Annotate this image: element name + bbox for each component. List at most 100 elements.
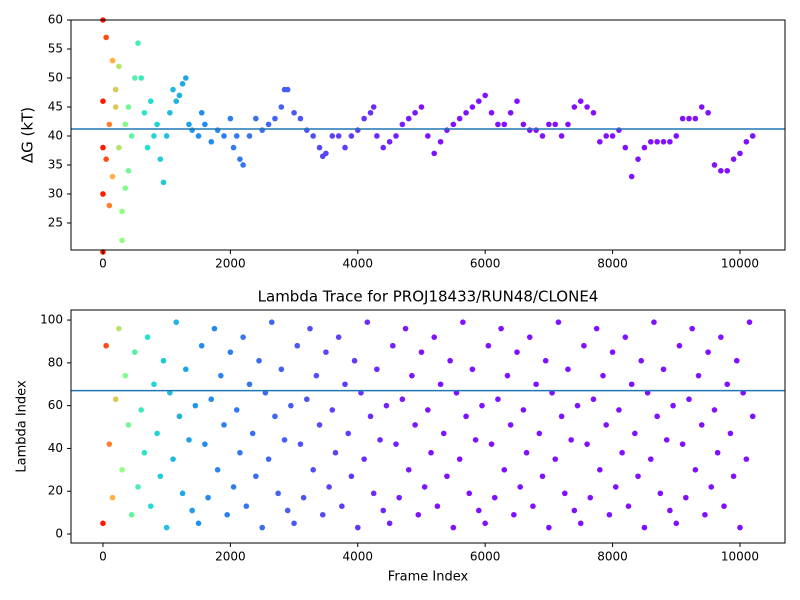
x-tick-label: 0 xyxy=(99,550,107,564)
point xyxy=(323,349,329,355)
point xyxy=(259,524,266,531)
point xyxy=(530,503,536,509)
point xyxy=(339,503,345,509)
x-axis-label: Frame Index xyxy=(388,570,469,585)
x-tick-label: 8000 xyxy=(597,550,628,564)
point xyxy=(138,75,144,81)
point xyxy=(456,456,463,462)
y-tick-label: 20 xyxy=(48,484,63,498)
point xyxy=(170,456,176,462)
x-tick-label: 2000 xyxy=(215,257,246,271)
point xyxy=(278,104,285,110)
point xyxy=(526,334,533,340)
point xyxy=(253,473,259,480)
point xyxy=(195,133,202,139)
point xyxy=(240,334,246,340)
point xyxy=(284,507,291,514)
point xyxy=(304,396,310,403)
point xyxy=(208,396,215,403)
point xyxy=(437,381,444,388)
point xyxy=(249,430,256,437)
point xyxy=(230,484,237,490)
point xyxy=(393,133,399,139)
point xyxy=(558,413,565,420)
point xyxy=(157,473,164,480)
point xyxy=(160,179,167,186)
point xyxy=(138,407,144,413)
point xyxy=(597,467,603,473)
point xyxy=(590,109,597,116)
point xyxy=(396,494,402,501)
point xyxy=(463,413,469,420)
point xyxy=(440,430,447,437)
y-tick-label: 60 xyxy=(48,398,63,412)
point xyxy=(730,473,737,480)
point xyxy=(670,402,676,409)
point xyxy=(364,319,371,325)
point xyxy=(288,402,294,409)
point xyxy=(192,402,199,409)
point xyxy=(466,490,473,497)
point xyxy=(558,133,565,139)
point xyxy=(233,133,240,139)
point xyxy=(628,173,635,180)
point xyxy=(450,524,457,531)
point xyxy=(323,150,329,157)
point xyxy=(163,524,170,531)
point xyxy=(227,115,234,122)
point xyxy=(657,490,664,497)
point xyxy=(259,127,266,133)
point xyxy=(173,98,180,104)
point xyxy=(733,357,740,364)
point xyxy=(332,449,339,456)
point xyxy=(310,133,316,139)
point xyxy=(179,80,186,87)
point xyxy=(186,437,192,443)
point xyxy=(482,92,488,99)
point xyxy=(708,484,715,490)
point xyxy=(561,490,568,497)
point xyxy=(297,115,304,122)
point xyxy=(431,150,438,157)
point xyxy=(437,138,444,145)
point xyxy=(230,144,237,151)
point xyxy=(660,138,667,145)
point xyxy=(154,121,160,128)
point xyxy=(546,524,552,531)
point xyxy=(198,109,205,116)
point xyxy=(316,144,323,151)
point xyxy=(667,138,673,145)
point xyxy=(189,507,195,514)
point xyxy=(112,86,119,93)
point xyxy=(281,437,288,443)
point xyxy=(686,115,692,122)
point xyxy=(125,104,132,110)
point xyxy=(160,357,167,364)
x-tick-label: 0 xyxy=(99,257,107,271)
point xyxy=(718,167,724,174)
point xyxy=(421,484,428,490)
point xyxy=(300,494,307,501)
point xyxy=(182,366,189,373)
point xyxy=(233,407,240,413)
point xyxy=(418,349,425,355)
point xyxy=(348,473,355,480)
point xyxy=(616,407,622,413)
point xyxy=(523,449,530,456)
point xyxy=(539,473,546,480)
point xyxy=(609,133,616,139)
point xyxy=(237,449,243,456)
point xyxy=(119,208,125,215)
point xyxy=(144,334,151,340)
y-tick-label: 35 xyxy=(48,157,63,171)
point xyxy=(536,430,543,437)
point xyxy=(278,366,285,373)
y-tick-label: 60 xyxy=(48,13,63,27)
point xyxy=(240,162,246,168)
point xyxy=(577,98,584,104)
point xyxy=(711,162,718,168)
point xyxy=(724,381,731,388)
point xyxy=(141,109,148,116)
point xyxy=(511,511,517,518)
point xyxy=(463,109,469,116)
